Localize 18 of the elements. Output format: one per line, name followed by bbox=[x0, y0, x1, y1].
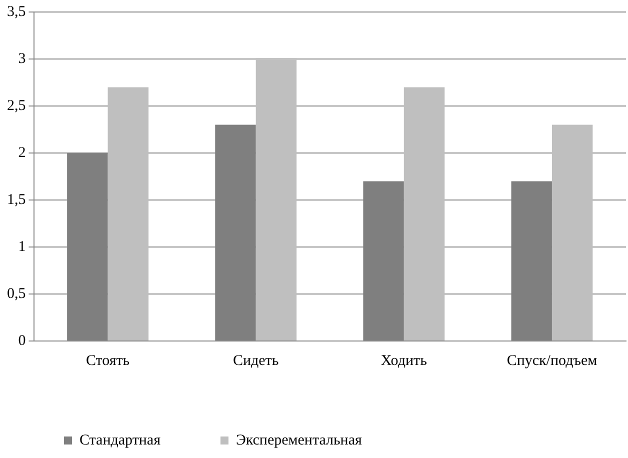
x-tick-label: Сидеть bbox=[232, 352, 279, 369]
bar bbox=[108, 87, 148, 340]
y-tick-label: 2,5 bbox=[7, 98, 26, 114]
legend-label: Эксперементальная bbox=[236, 432, 362, 448]
bar bbox=[256, 59, 297, 340]
y-tick-label: 2 bbox=[18, 144, 26, 161]
y-tick-label: 1,5 bbox=[7, 192, 26, 208]
legend-label: Стандартная bbox=[80, 432, 161, 448]
y-tick-label: 0,5 bbox=[7, 286, 26, 302]
x-tick-label: Стоять bbox=[86, 352, 130, 369]
bar bbox=[552, 124, 593, 340]
y-tick-label: 0 bbox=[18, 332, 26, 349]
y-tick-label: 3,5 bbox=[7, 4, 26, 20]
bar bbox=[404, 87, 445, 340]
y-tick-label: 3 bbox=[18, 50, 26, 67]
x-tick-label: Спуск/подъем bbox=[506, 352, 598, 369]
y-tick-label: 1 bbox=[18, 238, 26, 255]
x-tick-label: Ходить bbox=[380, 352, 428, 369]
